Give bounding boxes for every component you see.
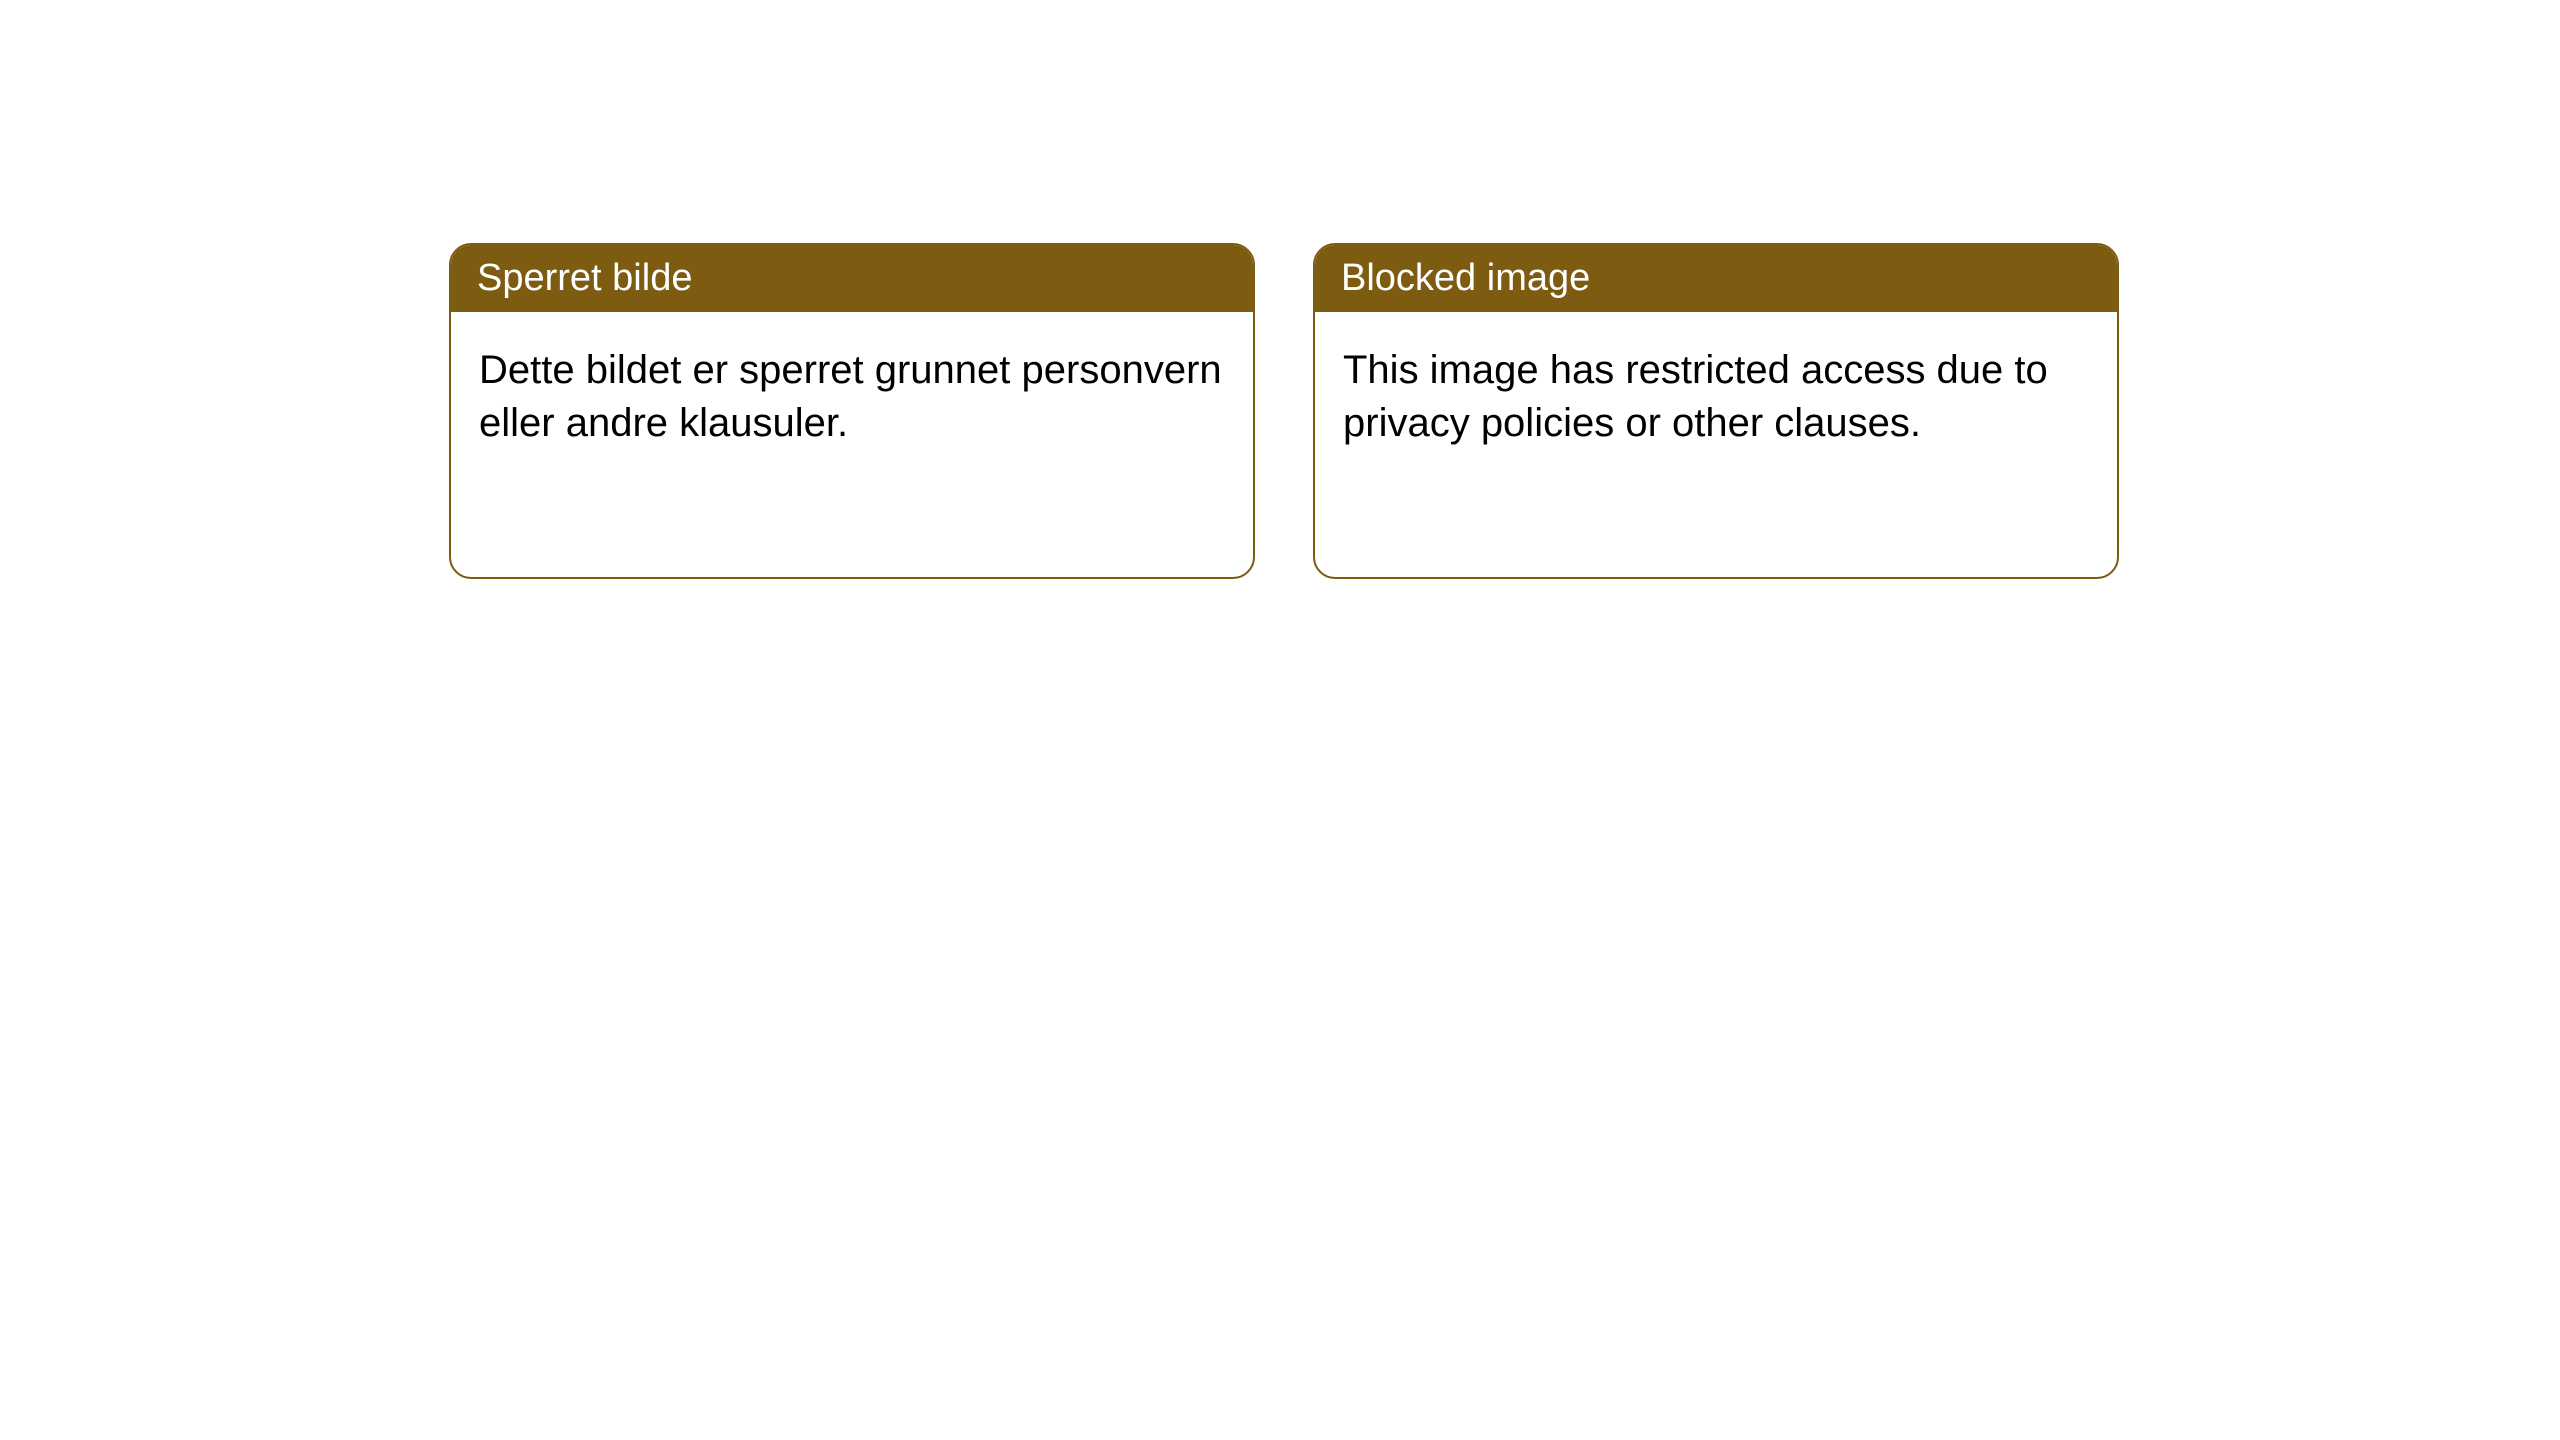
card-header-no: Sperret bilde: [451, 245, 1253, 312]
card-body-no: Dette bildet er sperret grunnet personve…: [451, 312, 1253, 482]
card-title-no: Sperret bilde: [477, 257, 692, 299]
card-title-en: Blocked image: [1341, 257, 1590, 299]
blocked-image-card-no: Sperret bilde Dette bildet er sperret gr…: [449, 243, 1255, 579]
notice-container: Sperret bilde Dette bildet er sperret gr…: [0, 0, 2560, 579]
card-message-en: This image has restricted access due to …: [1343, 348, 2048, 445]
blocked-image-card-en: Blocked image This image has restricted …: [1313, 243, 2119, 579]
card-message-no: Dette bildet er sperret grunnet personve…: [479, 348, 1222, 445]
card-header-en: Blocked image: [1315, 245, 2117, 312]
card-body-en: This image has restricted access due to …: [1315, 312, 2117, 482]
